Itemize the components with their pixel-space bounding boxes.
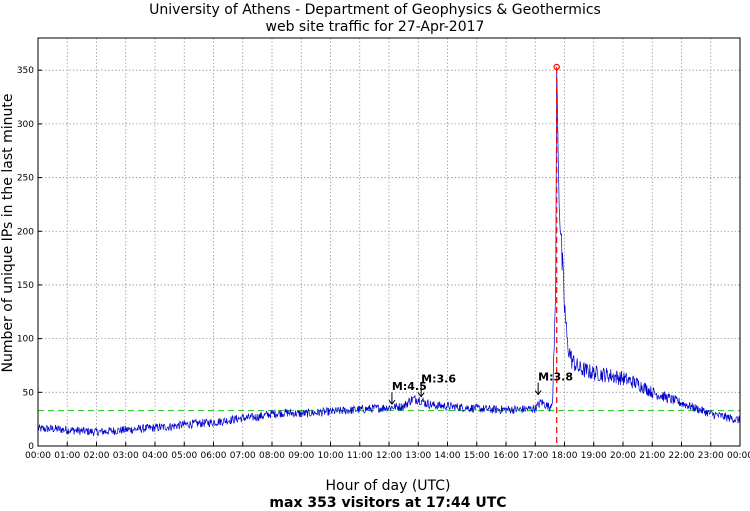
x-tick-label: 21:00	[639, 451, 665, 461]
chart-subtitle: web site traffic for 27-Apr-2017	[266, 19, 485, 35]
chart-title: University of Athens - Department of Geo…	[149, 2, 601, 18]
annotation-arrow-head	[534, 390, 542, 396]
annotation-arrow-head	[388, 399, 396, 406]
x-tick-label: 09:00	[288, 451, 314, 461]
x-tick-label: 19:00	[581, 451, 607, 461]
x-tick-label: 14:00	[435, 451, 461, 461]
x-tick-label: 04:00	[142, 451, 168, 461]
y-tick-label: 350	[17, 66, 34, 76]
max-point-marker	[553, 63, 560, 71]
x-tick-label: 20:00	[610, 451, 636, 461]
x-tick-label: 07:00	[230, 451, 256, 461]
y-tick-label: 150	[17, 281, 34, 291]
x-tick-label: 02:00	[84, 451, 110, 461]
x-tick-label: 08:00	[259, 451, 285, 461]
y-tick-label: 300	[17, 120, 34, 130]
x-tick-label: 10:00	[318, 451, 344, 461]
grid	[38, 38, 740, 446]
x-tick-label: 06:00	[201, 451, 227, 461]
annotation-label: M:3.8	[538, 371, 573, 384]
x-tick-label: 00:00	[25, 451, 51, 461]
traffic-series-line	[37, 71, 741, 437]
series-lines	[37, 71, 741, 437]
x-tick-label: 01:00	[54, 451, 80, 461]
y-tick-label: 50	[23, 388, 35, 398]
x-axis-ticks: 00:00 01:00 02:00 03:00 04:00 05:00 06:00 07:00…	[25, 442, 750, 461]
x-tick-label: 15:00	[464, 451, 490, 461]
x-tick-label: 03:00	[113, 451, 139, 461]
y-axis-ticks: 0 50 100 150 200 250 300 350	[17, 66, 42, 452]
x-tick-label: 00:00	[727, 451, 750, 461]
max-marker-group	[553, 63, 560, 446]
x-tick-label: 17:00	[522, 451, 548, 461]
x-tick-label: 16:00	[493, 451, 519, 461]
x-tick-label: 05:00	[171, 451, 197, 461]
annotation-label: M:3.6	[421, 373, 456, 386]
x-axis-label: Hour of day (UTC)	[326, 478, 451, 494]
x-tick-label: 23:00	[698, 451, 724, 461]
y-axis-label: Number of unique IPs in the last minute	[0, 94, 16, 373]
y-tick-label: 250	[17, 174, 34, 184]
max-visitors-caption: max 353 visitors at 17:44 UTC	[269, 495, 506, 511]
annotations: M:4.5M:3.6 M:3.8	[388, 371, 573, 406]
x-tick-label: 22:00	[669, 451, 695, 461]
annotation-label: M:4.5	[392, 380, 427, 393]
x-tick-label: 11:00	[347, 451, 373, 461]
y-tick-label: 100	[17, 335, 34, 345]
x-tick-label: 13:00	[405, 451, 431, 461]
annotation-arrow-head	[417, 392, 425, 398]
y-tick-label: 0	[28, 442, 34, 452]
x-tick-label: 18:00	[552, 451, 578, 461]
x-tick-label: 12:00	[376, 451, 402, 461]
y-tick-label: 200	[17, 227, 34, 237]
